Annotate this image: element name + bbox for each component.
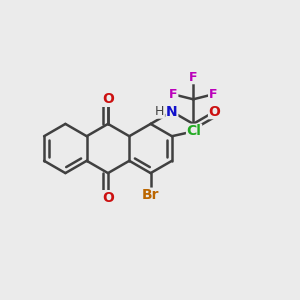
Text: F: F: [169, 88, 178, 101]
Text: N: N: [166, 105, 178, 118]
Text: O: O: [102, 92, 114, 106]
Text: Br: Br: [142, 188, 159, 202]
Text: H: H: [155, 105, 164, 118]
Text: F: F: [189, 71, 197, 84]
Text: F: F: [208, 88, 217, 101]
Text: O: O: [208, 105, 220, 118]
Text: O: O: [102, 191, 114, 205]
Text: Cl: Cl: [187, 124, 202, 138]
